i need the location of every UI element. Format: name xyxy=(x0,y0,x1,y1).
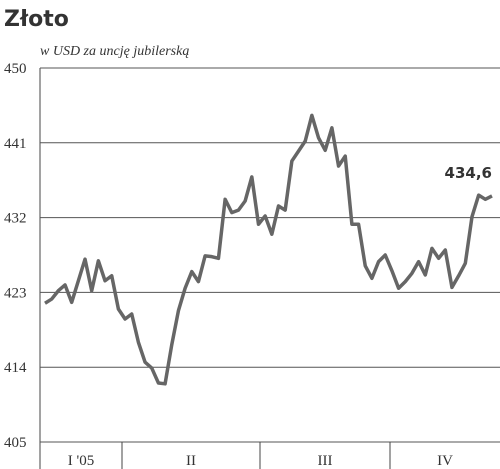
x-tick-label: IV xyxy=(437,453,453,469)
y-tick-label: 414 xyxy=(4,360,27,376)
y-tick-label: 441 xyxy=(4,136,27,152)
chart-title: Złoto xyxy=(4,7,69,32)
x-tick-label: III xyxy=(318,453,333,469)
y-tick-label: 432 xyxy=(4,211,27,227)
x-tick-label: II xyxy=(186,453,196,469)
line-series xyxy=(44,113,493,386)
y-tick-label: 405 xyxy=(4,435,27,451)
y-tick-label: 450 xyxy=(4,61,27,77)
chart-subtitle: w USD za uncję jubilerską xyxy=(40,44,189,59)
x-tick-label: I '05 xyxy=(68,453,94,469)
value-label: 434,6 xyxy=(445,164,492,182)
y-tick-label: 423 xyxy=(4,285,27,301)
